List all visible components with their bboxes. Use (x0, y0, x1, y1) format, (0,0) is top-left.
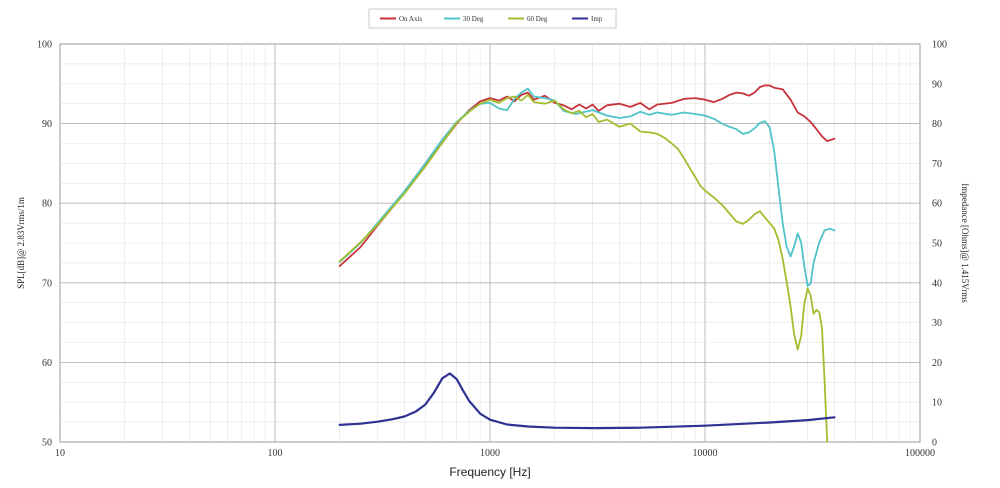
legend-label: Imp (591, 15, 603, 23)
y-left-tick-label: 70 (42, 278, 52, 289)
y-left-tick-label: 100 (37, 40, 52, 51)
y-right-tick-label: 40 (932, 278, 942, 289)
y-right-tick-label: 60 (932, 199, 942, 210)
x-tick-label: 1000 (480, 448, 500, 459)
x-tick-label: 10 (55, 448, 65, 459)
series-line-on-axis (338, 84, 836, 267)
y-left-tick-label: 50 (42, 438, 52, 449)
series-lines (338, 84, 836, 443)
legend-label: 60 Deg (527, 15, 548, 23)
legend-box (368, 8, 617, 29)
y-right-tick-label: 80 (932, 119, 942, 130)
y-right-tick-label: 30 (932, 318, 942, 329)
tick-labels: 10 100 1000 10000 10000050607080901000102030… (37, 40, 947, 460)
x-axis-label: Frequency [Hz] (449, 465, 530, 479)
series-line-imp (338, 372, 836, 430)
legend-label: 30 Deg (463, 15, 484, 23)
y-left-tick-label: 90 (42, 119, 52, 130)
y-right-tick-label: 70 (932, 159, 942, 170)
y-axis-right-label: Impedance [Ohms]@ 1.415Vrms (960, 183, 970, 303)
legend-label: On Axis (399, 15, 422, 23)
y-left-tick-label: 80 (42, 199, 52, 210)
series-line-30-deg (338, 87, 836, 287)
y-axis-left-label: SPL[dB]@ 2.83Vrms/1m (16, 197, 26, 289)
x-tick-label: 100000 (905, 448, 935, 459)
y-right-tick-label: 100 (932, 40, 947, 51)
x-tick-label: 10000 (693, 448, 718, 459)
y-right-tick-label: 10 (932, 398, 942, 409)
y-left-tick-label: 60 (42, 358, 52, 369)
y-right-tick-label: 20 (932, 358, 942, 369)
y-right-tick-label: 90 (932, 79, 942, 90)
grid-lines (60, 44, 920, 442)
y-right-tick-label: 0 (932, 438, 937, 449)
y-right-tick-label: 50 (932, 239, 942, 250)
legend: On Axis 30 Deg 60 Deg Imp (368, 8, 617, 29)
series-line-60-deg (338, 94, 829, 443)
x-tick-label: 100 (268, 448, 283, 459)
